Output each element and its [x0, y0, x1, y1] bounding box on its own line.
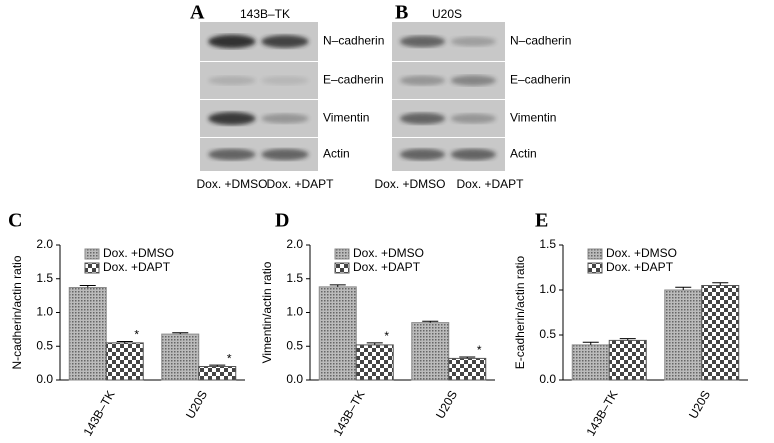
blot-band: [208, 148, 256, 161]
x-tick-label: U20S: [183, 388, 210, 421]
y-tick-label: 0.0: [539, 372, 556, 386]
legend-swatch: [84, 248, 100, 260]
y-axis-label: Vimentin/actin ratio: [260, 261, 274, 363]
error-bar: [619, 338, 636, 341]
legend-label: Dox. +DMSO: [606, 246, 677, 260]
error-bar: [675, 286, 692, 290]
blot-band: [450, 36, 496, 47]
error-bar: [582, 341, 599, 345]
protein-label: N–cadherin: [323, 34, 384, 48]
error-bar: [329, 284, 346, 287]
blot-band: [261, 35, 309, 48]
blot-band: [208, 111, 256, 126]
x-tick-label: 143B–TK: [330, 388, 367, 438]
blot-band: [450, 113, 496, 124]
legend-label: Dox. +DAPT: [606, 260, 674, 274]
bar: [411, 322, 450, 381]
legend-swatch: [334, 262, 350, 274]
bar: [105, 342, 144, 381]
bar: [571, 344, 610, 381]
y-tick-label: 0.0: [36, 372, 53, 386]
blot-band: [399, 35, 446, 48]
error-bar: [209, 364, 226, 367]
legend-swatch: [334, 248, 350, 260]
protein-label: N–cadherin: [510, 34, 571, 48]
legend-label: Dox. +DMSO: [353, 246, 424, 260]
blot-band: [261, 148, 309, 161]
bar: [161, 333, 200, 381]
y-tick-label: 0.0: [286, 372, 303, 386]
lane-label: Dox. +DAPT: [456, 177, 524, 191]
bar: [664, 289, 703, 381]
blot-band: [261, 113, 309, 124]
blot-title: U20S: [432, 7, 462, 21]
y-tick-label: 1.0: [36, 305, 53, 319]
protein-label: Vimentin: [510, 111, 556, 125]
y-axis-label: E-cadherin/actin ratio: [513, 255, 527, 369]
y-tick-label: 2.0: [286, 237, 303, 251]
panel-letter: D: [275, 210, 289, 232]
error-bar: [712, 282, 729, 286]
error-bar: [116, 341, 133, 343]
blot-band: [208, 76, 256, 85]
bar: [355, 344, 394, 381]
bar: [608, 339, 647, 381]
blot-title: 143B–TK: [240, 7, 290, 21]
y-tick-label: 1.5: [36, 271, 53, 285]
significance-marker: *: [477, 343, 482, 357]
panel-letter: C: [8, 210, 22, 232]
protein-label: Actin: [323, 147, 350, 161]
legend-label: Dox. +DAPT: [353, 260, 421, 274]
y-tick-label: 1.0: [286, 305, 303, 319]
protein-label: Vimentin: [323, 111, 369, 125]
y-tick-label: 2.0: [36, 237, 53, 251]
lane-label: Dox. +DMSO: [196, 177, 267, 191]
y-tick-label: 1.5: [539, 237, 556, 251]
blot-band: [450, 75, 496, 86]
error-bar: [172, 332, 189, 335]
blot-band: [399, 75, 446, 86]
blot-band: [261, 76, 309, 85]
bar: [198, 366, 237, 381]
x-tick-label: 143B–TK: [583, 388, 620, 438]
bar: [448, 357, 487, 381]
x-tick-label: U20S: [433, 388, 460, 421]
panel-letter: A: [190, 2, 205, 24]
error-bar: [422, 320, 439, 323]
blot-band: [450, 148, 496, 161]
x-tick-label: 143B–TK: [80, 388, 117, 438]
bar: [701, 285, 740, 381]
y-tick-label: 0.5: [36, 338, 53, 352]
y-tick-label: 0.5: [539, 327, 556, 341]
significance-marker: *: [134, 328, 139, 342]
legend-swatch: [587, 248, 603, 260]
bar: [318, 286, 357, 381]
error-bar: [79, 285, 96, 288]
y-tick-label: 1.0: [539, 282, 556, 296]
blot-band: [399, 148, 446, 161]
legend-label: Dox. +DMSO: [103, 246, 174, 260]
legend-label: Dox. +DAPT: [103, 260, 171, 274]
blot-band: [399, 112, 446, 125]
significance-marker: *: [384, 329, 389, 343]
legend-swatch: [587, 262, 603, 274]
lane-label: Dox. +DAPT: [266, 177, 334, 191]
blot-band: [208, 34, 256, 49]
protein-label: E–cadherin: [510, 73, 571, 87]
protein-label: Actin: [510, 147, 537, 161]
lane-label: Dox. +DMSO: [374, 177, 445, 191]
panel-letter: E: [535, 210, 548, 232]
error-bar: [366, 342, 383, 345]
error-bar: [459, 356, 476, 359]
y-axis-label: N-cadherin/actin ratio: [10, 255, 24, 369]
x-tick-label: U20S: [686, 388, 713, 421]
panel-letter: B: [395, 2, 408, 24]
significance-marker: *: [227, 351, 232, 365]
bar: [68, 287, 107, 381]
y-tick-label: 0.5: [286, 338, 303, 352]
protein-label: E–cadherin: [323, 73, 384, 87]
y-tick-label: 1.5: [286, 271, 303, 285]
legend-swatch: [84, 262, 100, 274]
